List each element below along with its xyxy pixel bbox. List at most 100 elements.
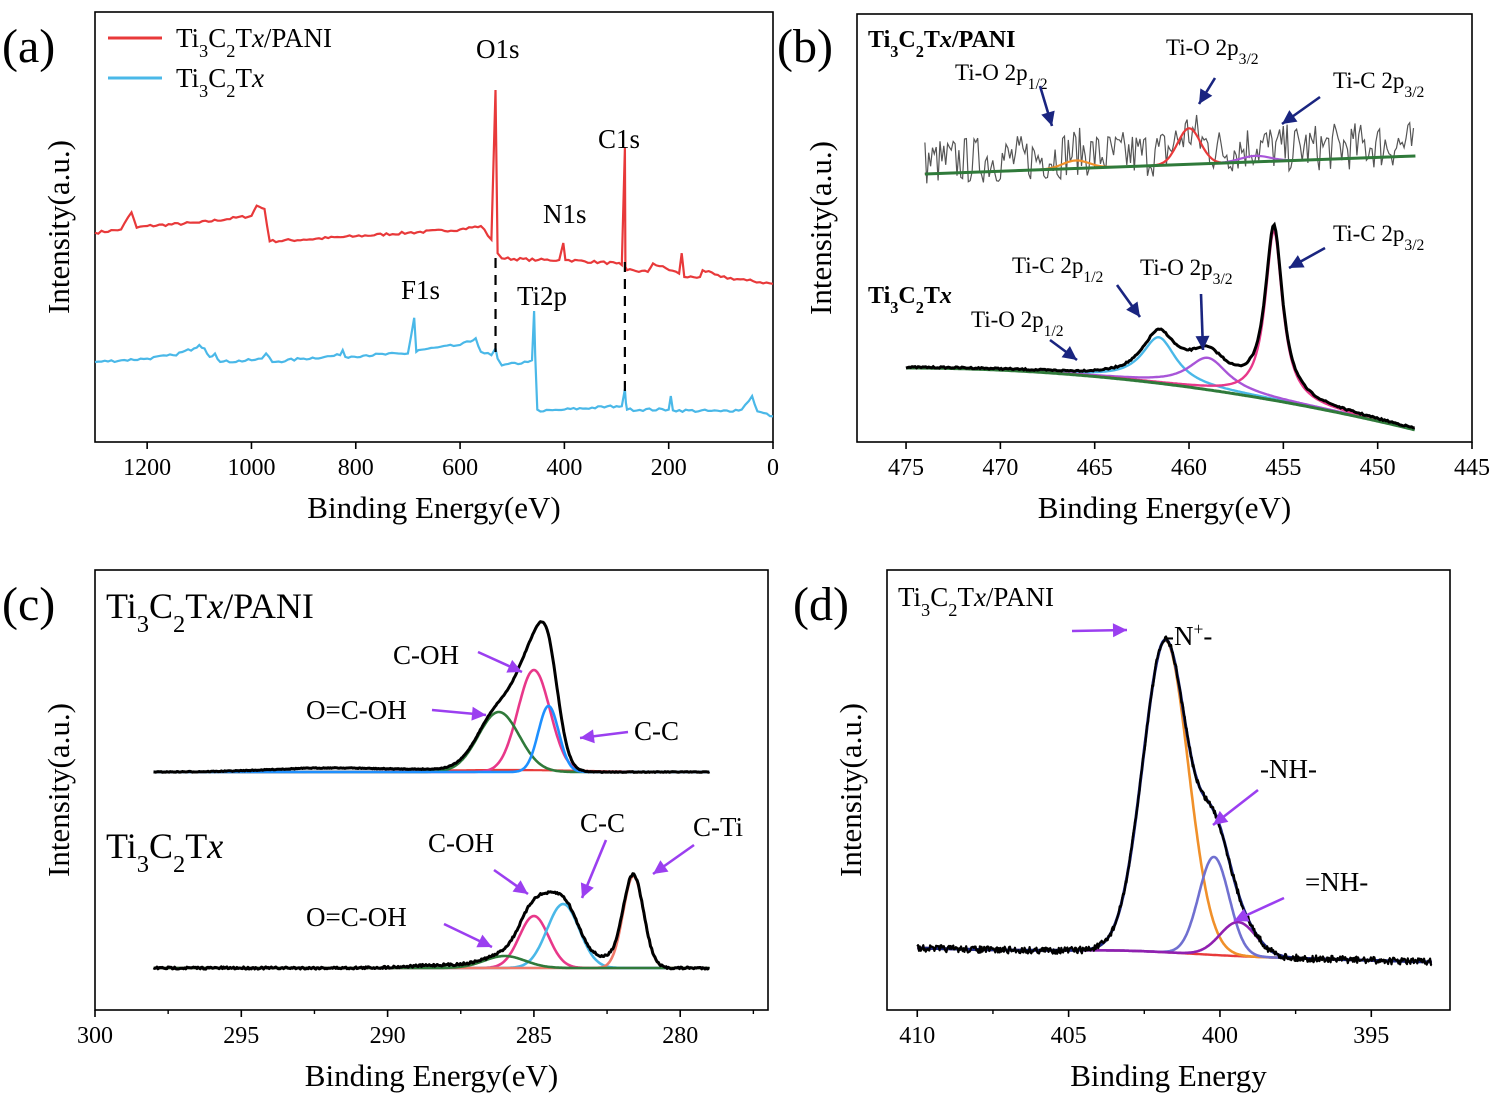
x-tick-label: 410: [899, 1023, 935, 1049]
fit-peak-0: [916, 639, 1433, 964]
x-tick-label: 800: [338, 455, 374, 481]
legend-label-1-part: T: [235, 63, 252, 93]
plot-frame: [856, 13, 1473, 443]
x-tick-label: 400: [1202, 1023, 1238, 1049]
x-tick-label: 405: [1051, 1023, 1087, 1049]
group-label-upper-part: x: [939, 27, 952, 53]
group-label-upper-part: 2: [916, 42, 924, 61]
y-axis-label: Intensity(a.u.): [41, 140, 76, 314]
sample-label-part: x: [973, 582, 986, 612]
x-tick-label: 1000: [227, 455, 275, 481]
x-tick-label: 600: [442, 455, 478, 481]
peak-label: Ti-C 2p3/2: [1333, 221, 1424, 254]
peak-label-part: Ti-O 2p: [955, 60, 1028, 85]
x-tick-label: 460: [1171, 455, 1207, 481]
peak-label-part: -N: [1165, 621, 1194, 651]
peak-label-part: 1/2: [1044, 323, 1064, 340]
noisy-spectrum: [924, 114, 1415, 184]
fit-peak-2: [916, 920, 1433, 964]
annotation-arrow-head: [512, 880, 528, 894]
x-tick-label: 395: [1353, 1023, 1389, 1049]
group-label-lower-part: x: [206, 826, 223, 866]
x-tick-label: 300: [77, 1023, 113, 1049]
sample-label-part: Ti: [898, 582, 921, 612]
panel-a: (a) 1200 1000 800 600 400 200 0 Binding Energy(e…: [2, 11, 779, 525]
fit-background-upper: [924, 154, 1416, 176]
group-label-upper-part: C: [898, 27, 915, 53]
x-tick-label: 200: [651, 455, 687, 481]
annotation-arrow-head: [506, 659, 522, 673]
group-label-lower: Ti3C2Tx: [868, 283, 952, 317]
peak-label: Ti-O 2p3/2: [1140, 255, 1233, 288]
y-axis-label: Intensity(a.u.): [833, 703, 868, 877]
group-label-lower-part: C: [149, 826, 173, 866]
plot-frame: [886, 569, 1451, 1011]
group-label-lower-part: 3: [137, 851, 149, 878]
group-label-lower-part: 3: [890, 298, 898, 317]
sample-label-part: C: [930, 582, 948, 612]
annotation-arrow-head: [476, 934, 492, 948]
annotation-arrow-head: [653, 860, 669, 874]
x-tick-label: 1200: [123, 455, 171, 481]
peak-label-part: 1/2: [1083, 269, 1103, 286]
legend-label-0-part: x: [251, 23, 264, 53]
group-label-lower-part: 2: [173, 851, 185, 878]
x-tick-label: 0: [767, 455, 779, 481]
group-label-lower-part: 2: [916, 298, 924, 317]
annotation-arrow-head: [1041, 110, 1055, 126]
peak-label-part: Ti-O 2p: [1140, 255, 1213, 280]
peak-annotation: F1s: [401, 275, 440, 305]
peak-label-part: Ti-O 2p: [1166, 35, 1239, 60]
group-label-lower-part: C: [898, 283, 915, 309]
sample-label-part: /PANI: [986, 582, 1054, 612]
peak-annotation: Ti2p: [517, 281, 567, 311]
x-tick-label: 470: [982, 455, 1018, 481]
legend-label-1-part: 3: [199, 81, 208, 101]
x-tick-label: 455: [1265, 455, 1301, 481]
peak-label: C-OH: [393, 640, 459, 670]
peak-label: C-OH: [428, 828, 494, 858]
peak-label: O=C-OH: [306, 902, 407, 932]
legend-label-1-part: Ti: [176, 63, 199, 93]
annotation-arrow-head: [1282, 110, 1298, 124]
peak-annotation: C1s: [598, 124, 640, 154]
x-axis-label: Binding Energy(eV): [305, 1058, 558, 1093]
plot-frame: [94, 569, 769, 1011]
sample-label-part: T: [957, 582, 974, 612]
x-tick-label: 450: [1360, 455, 1396, 481]
sample-label: Ti3C2Tx/PANI: [898, 582, 1054, 620]
group-label-upper-part: 2: [173, 611, 185, 638]
measured-spectrum: [916, 635, 1433, 967]
legend-label-1: Ti3C2Tx: [176, 63, 264, 101]
group-label-lower-part: Ti: [868, 283, 891, 309]
peak-label: -N+-: [1165, 619, 1212, 651]
peak-label: C-C: [580, 808, 625, 838]
annotation-arrow-head: [580, 729, 595, 744]
x-tick-label: 295: [223, 1023, 259, 1049]
peak-annotation: O1s: [476, 34, 520, 64]
peak-label-part: 3/2: [1213, 271, 1233, 288]
peak-label: Ti-O 2p1/2: [971, 307, 1064, 340]
group-label-upper-part: T: [185, 586, 207, 626]
x-tick-label: 400: [546, 455, 582, 481]
group-label-upper-part: 3: [137, 611, 149, 638]
legend-label-0-part: C: [208, 23, 226, 53]
panel-c: (c) 300 295 290 285 280 Binding Energy(eV) Inte…: [2, 569, 769, 1093]
fit-envelope: [916, 638, 1433, 964]
fit-peak-lower-0: [153, 914, 710, 970]
measured-spectrum-upper: [153, 620, 711, 774]
x-axis-label: Binding Energy(eV): [1038, 490, 1291, 525]
group-label-upper-part: x: [206, 586, 223, 626]
peak-label-part: +: [1194, 619, 1204, 639]
group-label-upper-part: T: [924, 27, 940, 53]
x-tick-label: 445: [1454, 455, 1490, 481]
series-line-0: [94, 89, 774, 285]
group-label-lower-part: T: [924, 283, 940, 309]
y-axis-label: Intensity(a.u.): [803, 141, 838, 315]
peak-label-part: 1/2: [1028, 76, 1048, 93]
group-label-upper-part: /PANI: [951, 27, 1016, 53]
series-line-1: [94, 310, 774, 418]
annotation-arrow-head: [1289, 255, 1305, 268]
panel-d: (d) 410 405 400 395 Binding Energy Intensity(a…: [793, 569, 1451, 1093]
